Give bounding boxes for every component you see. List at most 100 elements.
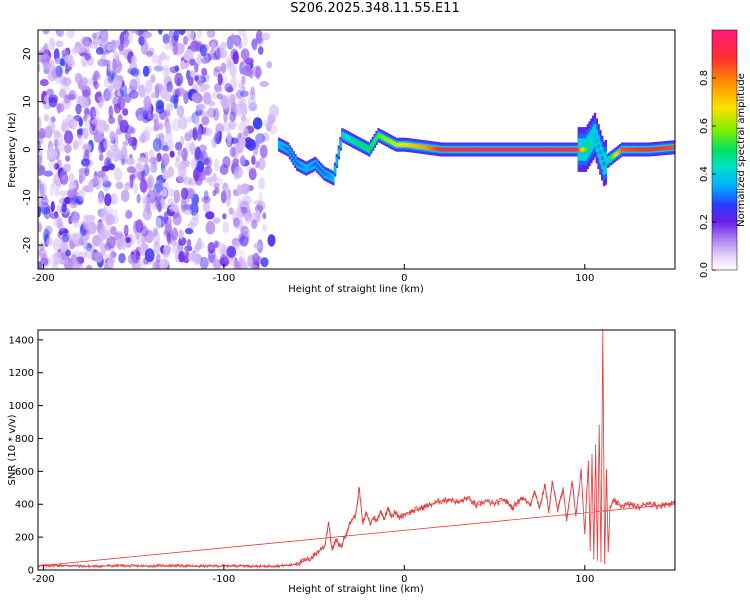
noise-blob xyxy=(176,77,181,87)
snr-point xyxy=(324,544,326,546)
ridge-core-segment xyxy=(546,147,550,152)
ridge-core-segment xyxy=(601,156,604,161)
noise-blob xyxy=(222,156,231,169)
noise-blob xyxy=(77,136,84,146)
noise-blob xyxy=(38,63,41,73)
ridge-core-segment xyxy=(498,147,501,152)
colorbar-tick-label: 0.0 xyxy=(699,262,710,278)
snr-point xyxy=(656,505,658,507)
noise-blob xyxy=(43,114,50,122)
noise-blob xyxy=(56,30,64,38)
noise-blob xyxy=(118,253,126,264)
noise-blob xyxy=(46,88,54,97)
noise-blob xyxy=(106,159,111,170)
noise-blob xyxy=(133,184,138,195)
noise-blob xyxy=(106,64,111,77)
noise-blob xyxy=(71,232,77,243)
noise-blob xyxy=(78,189,85,202)
ridge-core-segment xyxy=(469,147,472,152)
noise-blob xyxy=(104,193,112,207)
snr-point xyxy=(600,561,602,563)
snr-point xyxy=(290,564,292,566)
noise-blob xyxy=(198,84,207,93)
noise-blob xyxy=(152,261,161,269)
snr-point xyxy=(369,523,371,525)
noise-blob xyxy=(216,47,221,60)
noise-blob xyxy=(135,219,144,234)
noise-blob xyxy=(80,36,90,47)
noise-blob xyxy=(56,217,63,230)
ridge-core-segment xyxy=(357,141,360,146)
ridge-core-segment xyxy=(343,134,346,139)
snr-y-ticks: 0 200 400 600 800 1000 1200 1400 xyxy=(9,335,43,577)
noise-blob xyxy=(133,76,141,90)
noise-blob xyxy=(203,91,212,105)
noise-blob xyxy=(46,237,53,246)
noise-blob xyxy=(236,184,243,196)
snr-point xyxy=(596,559,599,561)
noise-blob xyxy=(169,150,175,158)
ridge-core-segment xyxy=(554,147,557,152)
ridge-core-segment xyxy=(667,145,671,150)
noise-blob xyxy=(232,217,240,228)
snr-point xyxy=(593,557,595,560)
snr-point xyxy=(457,502,460,504)
noise-blob xyxy=(94,176,102,190)
snr-point xyxy=(503,498,505,500)
snr-point xyxy=(344,536,346,538)
noise-blob xyxy=(155,200,162,210)
snr-y-tick-label: 1400 xyxy=(9,335,34,346)
snr-point xyxy=(539,506,541,509)
snr-point xyxy=(448,498,450,500)
noise-blob xyxy=(129,127,136,134)
snr-point xyxy=(309,557,312,560)
noise-blob xyxy=(123,224,129,237)
ridge-core-segment xyxy=(590,138,593,143)
ridge-core-segment xyxy=(462,147,465,152)
snr-point xyxy=(665,503,667,505)
noise-blob xyxy=(164,92,172,102)
ridge-core-segment xyxy=(518,147,521,152)
noise-blob xyxy=(152,113,159,124)
noise-blob xyxy=(184,227,194,235)
noise-blob xyxy=(112,58,117,73)
snr-point xyxy=(544,483,546,486)
noise-blob xyxy=(224,83,233,93)
snr-point xyxy=(376,520,378,522)
noise-blob xyxy=(207,242,216,254)
noise-blob xyxy=(150,74,156,84)
noise-blob xyxy=(206,30,216,38)
noise-blob xyxy=(212,90,220,100)
ridge-core-segment xyxy=(355,140,358,145)
noise-blob xyxy=(108,116,116,125)
snr-point xyxy=(362,523,364,525)
noise-blob xyxy=(79,238,84,246)
noise-blob xyxy=(175,141,183,151)
ridge-core-segment xyxy=(496,147,499,152)
ridge-core-segment xyxy=(364,145,367,150)
noise-blob xyxy=(190,158,198,169)
noise-blob xyxy=(186,189,196,199)
spectrogram-y-tick-label: 20 xyxy=(22,48,33,61)
spectrogram-x-tick-label: -100 xyxy=(213,273,236,284)
snr-point xyxy=(394,511,396,514)
snr-x-tick-label: 0 xyxy=(401,574,407,585)
noise-blob xyxy=(174,65,180,72)
ridge-core-segment xyxy=(595,138,598,143)
noise-blob xyxy=(237,41,243,49)
colorbar-gradient xyxy=(711,29,738,271)
ridge-core-segment xyxy=(330,175,333,180)
noise-blob xyxy=(72,139,79,150)
ridge-core-segment xyxy=(368,147,371,152)
snr-point xyxy=(358,487,360,489)
noise-blob xyxy=(173,189,180,204)
snr-x-ticks: -200 -100 0 100 xyxy=(32,565,594,585)
noise-blob xyxy=(222,99,232,112)
ridge-core-segment xyxy=(458,147,461,152)
noise-blob xyxy=(54,138,59,148)
noise-blob xyxy=(70,118,78,130)
noise-blob xyxy=(88,40,99,50)
snr-point xyxy=(484,500,487,502)
ridge-core-segment xyxy=(514,147,517,152)
noise-blob xyxy=(226,60,234,67)
